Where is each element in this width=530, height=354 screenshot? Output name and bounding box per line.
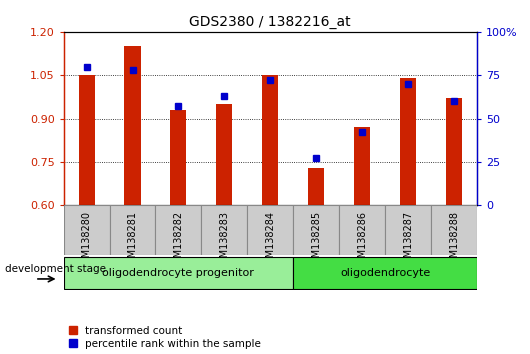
- Text: oligodendrocyte: oligodendrocyte: [340, 268, 430, 278]
- Legend: transformed count, percentile rank within the sample: transformed count, percentile rank withi…: [69, 326, 261, 349]
- Text: GSM138285: GSM138285: [311, 211, 321, 270]
- Bar: [110, 205, 155, 255]
- Bar: [308, 168, 324, 205]
- Bar: [293, 257, 477, 289]
- Bar: [354, 127, 370, 205]
- Text: GSM138281: GSM138281: [128, 211, 137, 270]
- Bar: [155, 205, 201, 255]
- Bar: [262, 75, 278, 205]
- Text: GSM138282: GSM138282: [173, 211, 183, 270]
- Bar: [339, 205, 385, 255]
- Bar: [248, 205, 293, 255]
- Bar: [78, 75, 95, 205]
- Bar: [293, 205, 339, 255]
- Text: GSM138288: GSM138288: [449, 211, 459, 270]
- Title: GDS2380 / 1382216_at: GDS2380 / 1382216_at: [190, 16, 351, 29]
- Bar: [431, 205, 477, 255]
- Bar: [64, 257, 293, 289]
- Bar: [64, 205, 110, 255]
- Text: development stage: development stage: [5, 264, 107, 274]
- Bar: [125, 46, 140, 205]
- Text: GSM138286: GSM138286: [357, 211, 367, 270]
- Text: GSM138283: GSM138283: [219, 211, 229, 270]
- Bar: [170, 110, 187, 205]
- Text: oligodendrocyte progenitor: oligodendrocyte progenitor: [102, 268, 254, 278]
- Bar: [400, 78, 416, 205]
- Text: GSM138284: GSM138284: [266, 211, 275, 270]
- Text: GSM138287: GSM138287: [403, 211, 413, 270]
- Bar: [201, 205, 248, 255]
- Text: GSM138280: GSM138280: [82, 211, 92, 270]
- Bar: [446, 98, 462, 205]
- Bar: [216, 104, 232, 205]
- Bar: [385, 205, 431, 255]
